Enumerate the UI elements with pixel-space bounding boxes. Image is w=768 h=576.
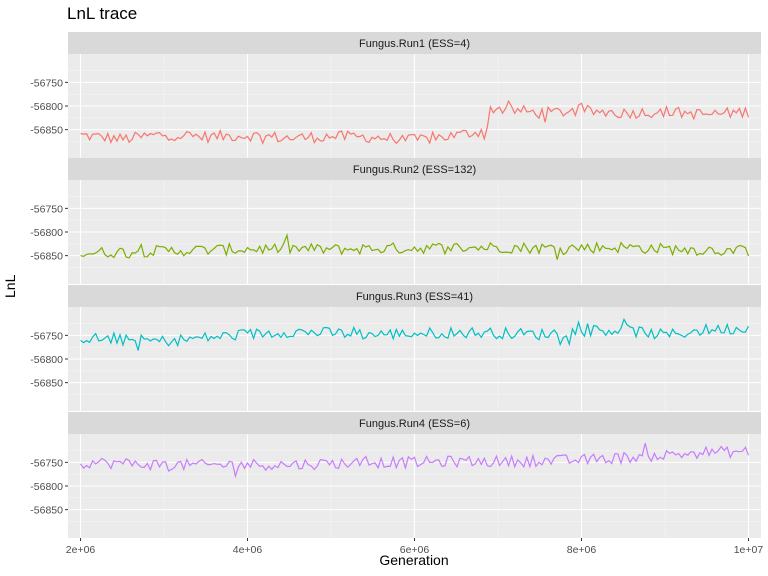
chart-title: LnL trace — [67, 4, 138, 23]
x-tick-label: 4e+06 — [233, 544, 263, 556]
facet-strip — [68, 32, 761, 54]
facet-strip-label: Fungus.Run1 (ESS=4) — [359, 38, 470, 50]
y-tick-label: -56750 — [30, 330, 63, 342]
y-tick-label: -56850 — [30, 251, 63, 263]
trace-line — [80, 317, 750, 351]
y-tick-label: -56850 — [30, 505, 63, 517]
y-tick-label: -56800 — [30, 101, 63, 113]
facet-strip — [68, 285, 761, 307]
y-tick-label: -56800 — [30, 481, 63, 493]
facet-strip-label: Fungus.Run3 (ESS=41) — [356, 291, 473, 303]
facet-strip-label: Fungus.Run4 (ESS=6) — [359, 418, 470, 430]
x-tick-label: 1e+07 — [734, 544, 764, 556]
facet-strip — [68, 158, 761, 180]
trace-line — [80, 99, 750, 145]
y-tick-label: -56800 — [30, 227, 63, 239]
trace-line — [80, 442, 750, 479]
x-axis-title: Generation — [379, 552, 449, 568]
facet-strip — [68, 412, 761, 434]
y-tick-label: -56750 — [30, 77, 63, 89]
x-tick-label: 8e+06 — [567, 544, 597, 556]
y-tick-label: -56850 — [30, 378, 63, 390]
x-tick-label: 2e+06 — [66, 544, 96, 556]
facet-strip-label: Fungus.Run2 (ESS=132) — [353, 164, 476, 176]
x-tick-label: 6e+06 — [400, 544, 430, 556]
y-tick-label: -56850 — [30, 125, 63, 137]
y-tick-label: -56750 — [30, 457, 63, 469]
y-tick-label: -56800 — [30, 354, 63, 366]
y-tick-label: -56750 — [30, 203, 63, 215]
trace-line — [80, 232, 750, 260]
